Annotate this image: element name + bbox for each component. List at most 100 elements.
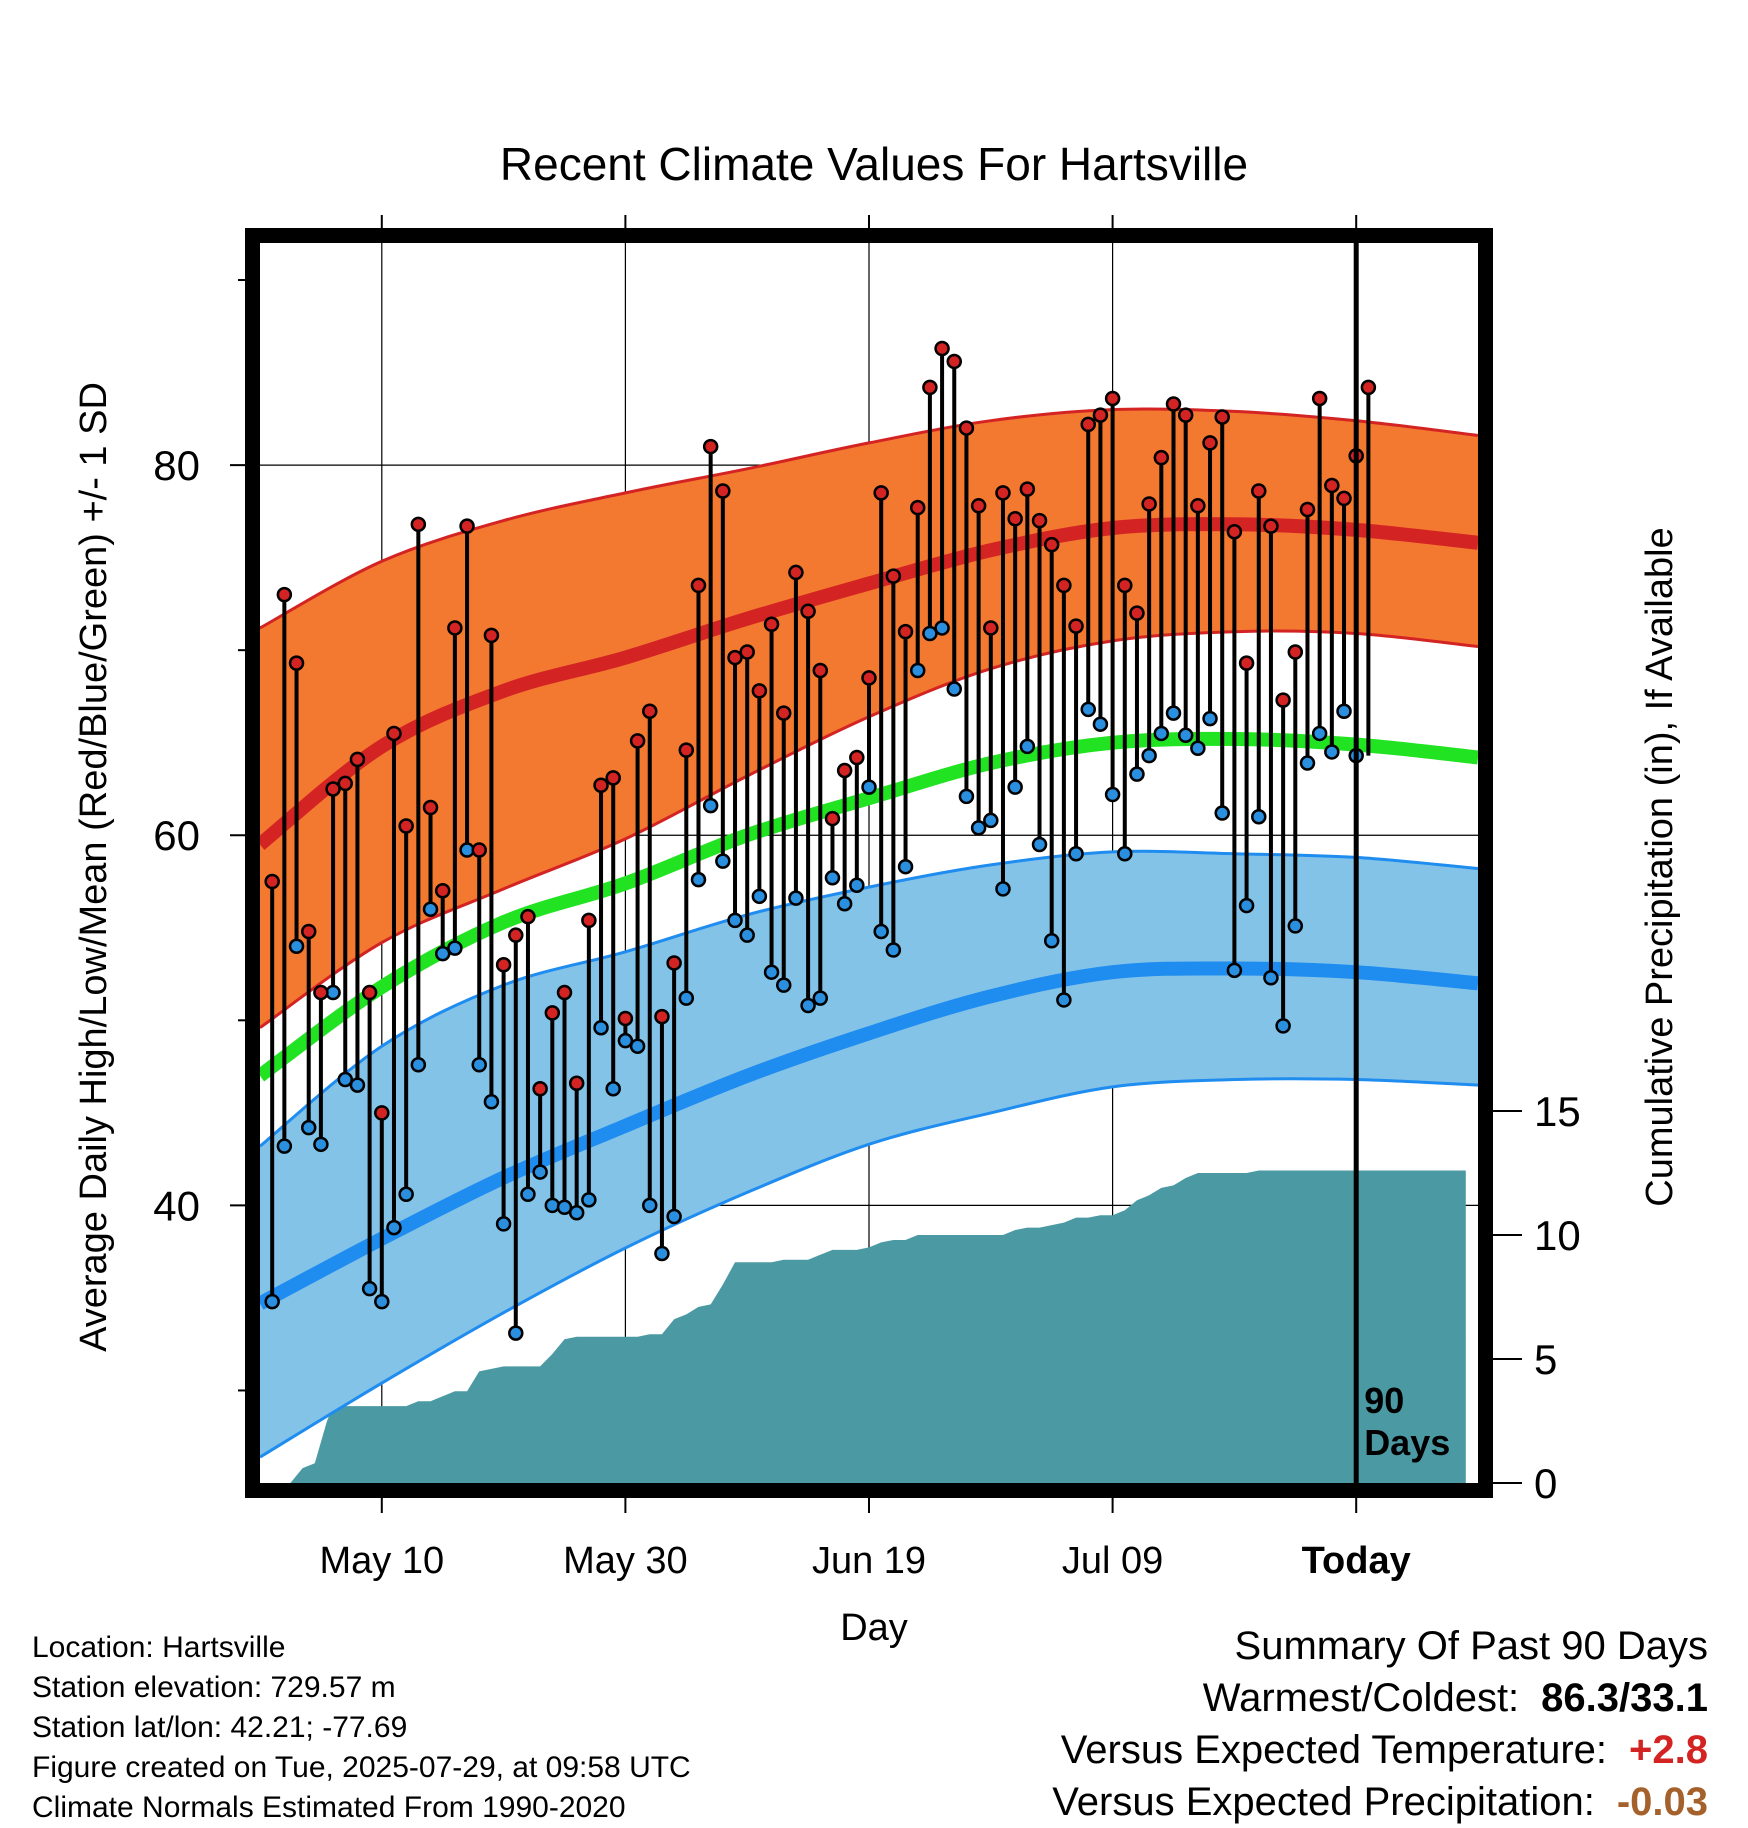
daily-high-point xyxy=(751,683,768,699)
daily-high-point xyxy=(897,623,914,640)
summary-precip-row: Versus Expected Precipitation: -0.03 xyxy=(1052,1776,1708,1828)
y-tick-label: 60 xyxy=(153,812,200,859)
daily-low-point xyxy=(909,662,926,679)
info-created: Figure created on Tue, 2025-07-29, at 09… xyxy=(32,1751,691,1784)
daily-high-point xyxy=(629,733,646,749)
daily-low-point xyxy=(666,1208,682,1225)
daily-high-point xyxy=(800,603,816,620)
daily-low-point xyxy=(1214,805,1230,821)
daily-low-point xyxy=(1007,779,1023,795)
daily-low-point xyxy=(508,1325,524,1341)
info-elevation: Station elevation: 729.57 m xyxy=(32,1671,396,1704)
info-location: Location: Hartsville xyxy=(32,1631,286,1664)
daily-low-point xyxy=(1068,845,1084,862)
daily-low-point xyxy=(556,1199,573,1215)
daily-low-point xyxy=(447,940,463,956)
daily-high-point xyxy=(995,485,1011,501)
daily-low-point xyxy=(1190,740,1206,757)
daily-high-point xyxy=(483,627,500,644)
daily-low-point xyxy=(1031,836,1048,853)
daily-high-point xyxy=(349,751,366,768)
daily-high-point xyxy=(532,1081,548,1097)
daily-low-point xyxy=(361,1280,378,1297)
daily-low-point xyxy=(422,901,439,918)
daily-low-point xyxy=(568,1205,585,1221)
daily-high-point xyxy=(1031,512,1048,529)
station-info: Location: Hartsville Station elevation: … xyxy=(32,1628,691,1828)
daily-low-point xyxy=(958,788,975,805)
daily-low-point xyxy=(349,1077,366,1093)
summary-warmest-coldest-row: Warmest/Coldest: 86.3/33.1 xyxy=(1052,1672,1708,1724)
daily-high-point xyxy=(836,762,853,779)
daily-low-point xyxy=(1202,710,1218,727)
daily-low-point xyxy=(885,942,902,958)
low-lower-edge xyxy=(260,1077,1478,1459)
daily-low-point xyxy=(483,1093,500,1110)
daily-high-point xyxy=(374,1105,390,1121)
summary-warmest-coldest-label: Warmest/Coldest: xyxy=(1202,1676,1520,1720)
daily-low-point xyxy=(1311,725,1328,742)
daily-high-point xyxy=(1104,390,1121,407)
daily-high-point xyxy=(909,499,926,516)
daily-low-point xyxy=(800,997,816,1014)
daily-high-point xyxy=(1056,577,1072,594)
daily-low-point xyxy=(922,625,938,642)
daily-high-point xyxy=(1019,481,1036,497)
daily-low-point xyxy=(593,1019,609,1036)
daily-low-point xyxy=(751,888,768,905)
daily-high-point xyxy=(398,818,414,834)
daily-low-point xyxy=(642,1197,658,1214)
plot-content xyxy=(260,243,1478,1483)
daily-high-point xyxy=(568,1075,585,1091)
daily-high-point xyxy=(1226,523,1243,540)
plot-frame xyxy=(245,228,1493,1498)
daily-high-point xyxy=(544,1005,561,1021)
daily-high-point xyxy=(654,1008,670,1025)
daily-low-point xyxy=(544,1197,561,1214)
daily-high-point xyxy=(361,984,378,1001)
daily-low-point xyxy=(1299,755,1316,771)
daily-low-point xyxy=(1238,897,1255,914)
daily-low-point xyxy=(690,871,707,888)
daily-low-point xyxy=(434,945,451,962)
daily-high-point xyxy=(775,705,792,721)
daily-low-point xyxy=(849,877,865,893)
daily-high-point xyxy=(313,984,329,1001)
daily-low-point xyxy=(654,1245,670,1262)
daily-low-point xyxy=(1080,701,1096,718)
summary-precip-value: -0.03 xyxy=(1616,1780,1708,1824)
y2-tick-label: 0 xyxy=(1534,1460,1557,1507)
daily-high-point xyxy=(885,568,902,584)
daily-low-point xyxy=(678,990,695,1006)
daily-high-point xyxy=(447,620,463,636)
daily-high-point xyxy=(1092,407,1109,423)
daily-low-point xyxy=(995,881,1011,897)
x-tick-label: May 10 xyxy=(319,1540,444,1582)
daily-high-point xyxy=(581,912,597,929)
daily-low-point xyxy=(824,870,841,886)
daily-low-point xyxy=(1251,808,1267,825)
daily-high-point xyxy=(288,655,305,671)
daily-high-point xyxy=(1007,511,1023,527)
daily-low-point xyxy=(1019,738,1036,755)
daily-low-point xyxy=(495,1216,512,1232)
daily-high-point xyxy=(1238,655,1255,671)
daily-low-point xyxy=(873,923,889,940)
daily-low-point xyxy=(934,620,950,636)
y-tick-label: 80 xyxy=(153,442,200,489)
daily-high-point xyxy=(642,703,658,719)
daily-low-point xyxy=(983,812,999,829)
daily-high-point xyxy=(1043,536,1060,553)
daily-high-point xyxy=(1202,435,1218,451)
daily-low-point xyxy=(288,938,305,955)
daily-low-point xyxy=(1141,747,1157,764)
x-tick-label: May 30 xyxy=(563,1540,688,1582)
daily-high-point xyxy=(763,616,780,633)
daily-high-point xyxy=(1324,477,1340,494)
daily-high-point xyxy=(727,649,743,666)
daily-low-point xyxy=(1043,932,1060,949)
info-normals: Climate Normals Estimated From 1990-2020 xyxy=(32,1791,626,1824)
daily-high-point xyxy=(1275,692,1291,708)
daily-high-point xyxy=(422,799,439,816)
